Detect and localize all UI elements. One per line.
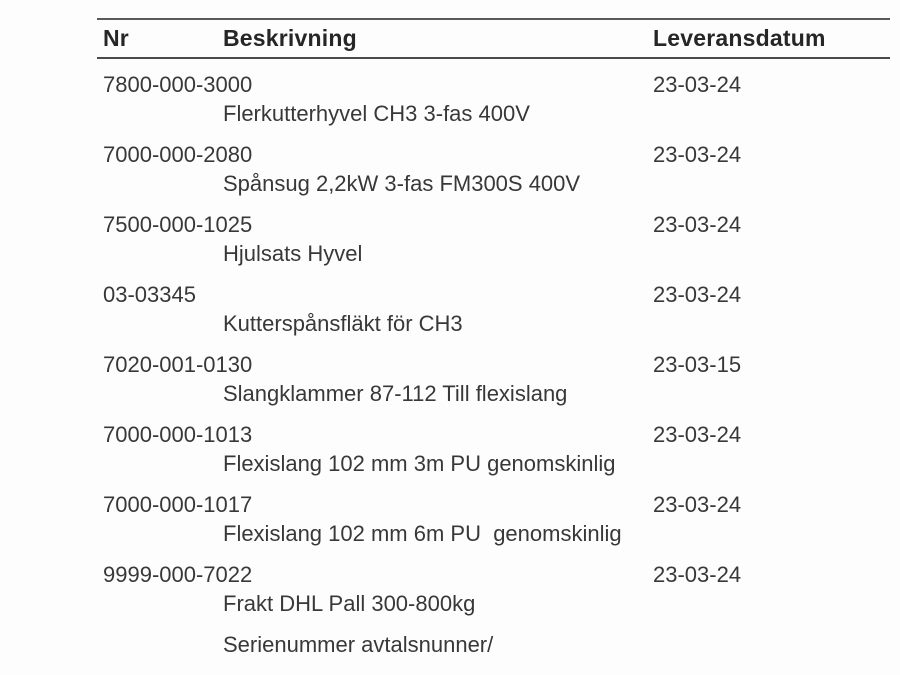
table-row: 7000-000-2080 23-03-24 Spånsug 2,2kW 3-f… — [97, 129, 890, 199]
delivery-date: 23-03-24 — [653, 422, 742, 447]
table-row: 7020-001-0130 23-03-15 Slangklammer 87-1… — [97, 339, 890, 409]
part-number: 7020-001-0130 — [103, 352, 253, 377]
part-description: Frakt DHL Pall 300-800kg — [223, 591, 476, 616]
part-description: Flexislang 102 mm 6m PU genomskinlig — [223, 521, 622, 546]
serial-number-note: Serienummer avtalsnunner/ — [223, 632, 494, 657]
part-number: 03-03345 — [103, 282, 196, 307]
part-description: Flexislang 102 mm 3m PU genomskinlig — [223, 451, 616, 476]
delivery-date: 23-03-24 — [653, 212, 742, 237]
table-body: 7800-000-3000 23-03-24 Flerkutterhyvel C… — [97, 59, 890, 619]
part-description: Spånsug 2,2kW 3-fas FM300S 400V — [223, 171, 581, 196]
part-number: 7000-000-1013 — [103, 422, 253, 447]
table-header-rule — [97, 57, 890, 59]
delivery-date: 23-03-24 — [653, 282, 742, 307]
table-row: 03-03345 23-03-24 Kutterspånsfläkt för C… — [97, 269, 890, 339]
part-description: Flerkutterhyvel CH3 3-fas 400V — [223, 101, 530, 126]
parts-order-table: Nr Beskrivning Leveransdatum 7800-000-30… — [97, 18, 890, 660]
delivery-date: 23-03-24 — [653, 492, 742, 517]
delivery-date: 23-03-24 — [653, 142, 742, 167]
header-nr: Nr — [103, 25, 129, 51]
delivery-date: 23-03-24 — [653, 562, 742, 587]
header-description: Beskrivning — [223, 25, 357, 51]
part-number: 7800-000-3000 — [103, 72, 253, 97]
table-row: 7000-000-1013 23-03-24 Flexislang 102 mm… — [97, 409, 890, 479]
part-number: 7000-000-2080 — [103, 142, 253, 167]
table-row: 7800-000-3000 23-03-24 Flerkutterhyvel C… — [97, 59, 890, 129]
delivery-date: 23-03-24 — [653, 72, 742, 97]
part-number: 7500-000-1025 — [103, 212, 253, 237]
part-description: Slangklammer 87-112 Till flexislang — [223, 381, 568, 406]
part-number: 9999-000-7022 — [103, 562, 253, 587]
header-delivery-date: Leveransdatum — [653, 25, 826, 51]
part-description: Kutterspånsfläkt för CH3 — [223, 311, 463, 336]
table-row: 9999-000-7022 23-03-24 Frakt DHL Pall 30… — [97, 549, 890, 619]
table-row: 7000-000-1017 23-03-24 Flexislang 102 mm… — [97, 479, 890, 549]
table-row: 7500-000-1025 23-03-24 Hjulsats Hyvel — [97, 199, 890, 269]
table-top-rule — [97, 18, 890, 20]
part-description: Hjulsats Hyvel — [223, 241, 363, 266]
table-header-row: Nr Beskrivning Leveransdatum — [97, 20, 890, 57]
part-number: 7000-000-1017 — [103, 492, 253, 517]
delivery-date: 23-03-15 — [653, 352, 742, 377]
